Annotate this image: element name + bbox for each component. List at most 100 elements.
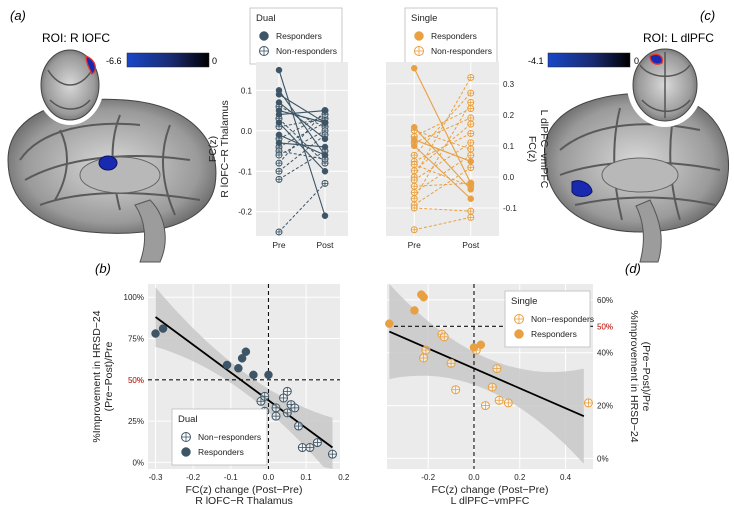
y-tick-label: 75% bbox=[128, 335, 144, 344]
y-axis-label: %Improvement in HRSD−24 bbox=[91, 310, 103, 442]
responder-line bbox=[278, 102, 326, 140]
non-responder-line bbox=[414, 164, 471, 187]
x-tick-label: 0.0 bbox=[263, 473, 275, 482]
responder-point-post bbox=[321, 143, 329, 151]
non-responder-line bbox=[278, 150, 326, 160]
responder-point-post bbox=[321, 135, 329, 143]
y-tick-label: 40% bbox=[597, 349, 613, 358]
legend-title: Single bbox=[511, 296, 537, 307]
x-tick-label-post: Post bbox=[462, 240, 480, 250]
responder-point-post bbox=[467, 186, 474, 193]
x-tick-label: 0.0 bbox=[468, 473, 480, 482]
colorbar-right bbox=[547, 52, 631, 68]
x-tick-label: -0.1 bbox=[224, 473, 238, 482]
y-tick-label: 100% bbox=[124, 293, 144, 302]
responder-point-post bbox=[467, 179, 474, 187]
threshold-label: 50% bbox=[597, 322, 613, 331]
legend-title: Single bbox=[411, 13, 437, 24]
responder-point-post bbox=[321, 107, 329, 114]
non-responder-line bbox=[278, 122, 326, 148]
responder-line bbox=[413, 67, 472, 184]
legend-item-label: Responders bbox=[198, 447, 244, 457]
legend-marker-responders bbox=[181, 447, 191, 457]
y-axis-label: FC(z) bbox=[207, 136, 219, 162]
legend-item-label: Non−responders bbox=[198, 432, 261, 442]
y-axis-label: FC(z) bbox=[526, 136, 538, 162]
legend-item-label: Responders bbox=[431, 31, 477, 41]
responder-point-pre bbox=[411, 136, 418, 143]
legend-item-label: Responders bbox=[276, 31, 322, 41]
responder-point-post bbox=[467, 158, 474, 165]
legend-item-label: Non-responders bbox=[431, 46, 492, 56]
chart-single-scatter: -0.2 0.0 0.2 0.460%50%40%20%0%50%FC(z) chan… bbox=[385, 284, 652, 507]
x-tick-label: -0.2 bbox=[421, 473, 435, 482]
responder-point-pre bbox=[275, 66, 283, 74]
responder-point bbox=[476, 340, 486, 350]
x-tick-label: -0.2 bbox=[186, 473, 200, 482]
panel-label-a: (a) bbox=[10, 8, 26, 23]
non-responder-line bbox=[413, 92, 472, 156]
colorbar-left bbox=[126, 52, 210, 68]
responder-point bbox=[234, 363, 243, 373]
x-tick-label: -0.3 bbox=[149, 473, 163, 482]
plot-background bbox=[256, 62, 348, 236]
x-tick-label: 0.4 bbox=[560, 473, 572, 482]
responder-line bbox=[413, 126, 472, 190]
x-tick-label-pre: Pre bbox=[408, 240, 422, 250]
y-tick-label: 50% bbox=[128, 376, 144, 385]
responder-point bbox=[385, 319, 394, 328]
y-tick-label: -0.1 bbox=[238, 167, 252, 176]
legend-item-label: Non−responders bbox=[531, 314, 594, 324]
responder-line bbox=[414, 139, 471, 162]
responder-point-pre bbox=[275, 119, 283, 126]
responder-point bbox=[249, 370, 258, 380]
responder-line bbox=[278, 69, 326, 216]
legend-item-label: Responders bbox=[531, 329, 577, 339]
roi-title-right: ROI: L dlPFC bbox=[643, 31, 714, 45]
responder-point-pre bbox=[411, 124, 418, 131]
non-responder-line bbox=[413, 142, 472, 181]
responder-line bbox=[278, 93, 326, 124]
non-responder-line bbox=[413, 77, 472, 178]
responder-point-pre bbox=[275, 91, 283, 98]
threshold-label: 50% bbox=[128, 376, 144, 385]
responder-line bbox=[278, 110, 326, 124]
non-responder-line bbox=[414, 108, 471, 138]
plot-background bbox=[386, 62, 499, 236]
responder-point-post bbox=[321, 212, 329, 220]
confidence-band bbox=[155, 287, 333, 469]
legend-title: Dual bbox=[256, 13, 276, 24]
colorbar-right-min: -4.1 bbox=[528, 56, 544, 66]
y-tick-label: 60% bbox=[597, 296, 613, 305]
responder-line bbox=[278, 142, 326, 148]
y-axis-label: (Pre−Post)/Pre bbox=[640, 342, 652, 412]
responder-point bbox=[151, 329, 160, 338]
non-responder-line bbox=[413, 167, 472, 206]
x-tick-label-post: Post bbox=[316, 240, 334, 250]
panel-label-c: (c) bbox=[700, 8, 715, 23]
legend-marker-responders bbox=[514, 329, 524, 339]
y-tick-label: 0.0 bbox=[241, 127, 253, 136]
non-responder-line bbox=[278, 150, 326, 180]
responder-line bbox=[278, 110, 326, 116]
responder-point bbox=[158, 324, 168, 333]
x-tick-label: 0.2 bbox=[514, 473, 526, 482]
y-tick-label: 50% bbox=[597, 322, 613, 331]
panel-label-b: (b) bbox=[95, 261, 111, 276]
y-axis-label: %Improvement in HRSD−24 bbox=[628, 310, 640, 442]
non-responder-line bbox=[413, 154, 472, 193]
colorbar-left-max: 0 bbox=[212, 56, 217, 66]
y-tick-label: 25% bbox=[128, 417, 144, 426]
y-tick-label: 0.1 bbox=[503, 142, 515, 151]
y-tick-label: 0.1 bbox=[241, 86, 253, 95]
roi-title-left: ROI: R lOFC bbox=[42, 31, 110, 45]
regression-line bbox=[388, 330, 585, 417]
x-axis-label: FC(z) change (Post−Pre) bbox=[432, 484, 549, 496]
brain-image-right bbox=[544, 43, 730, 263]
x-tick-label: 0.1 bbox=[301, 473, 313, 482]
responder-point-pre bbox=[275, 99, 283, 106]
non-responder-line bbox=[413, 123, 472, 172]
responder-point-post bbox=[321, 151, 329, 159]
y-tick-label: -0.1 bbox=[503, 204, 517, 213]
